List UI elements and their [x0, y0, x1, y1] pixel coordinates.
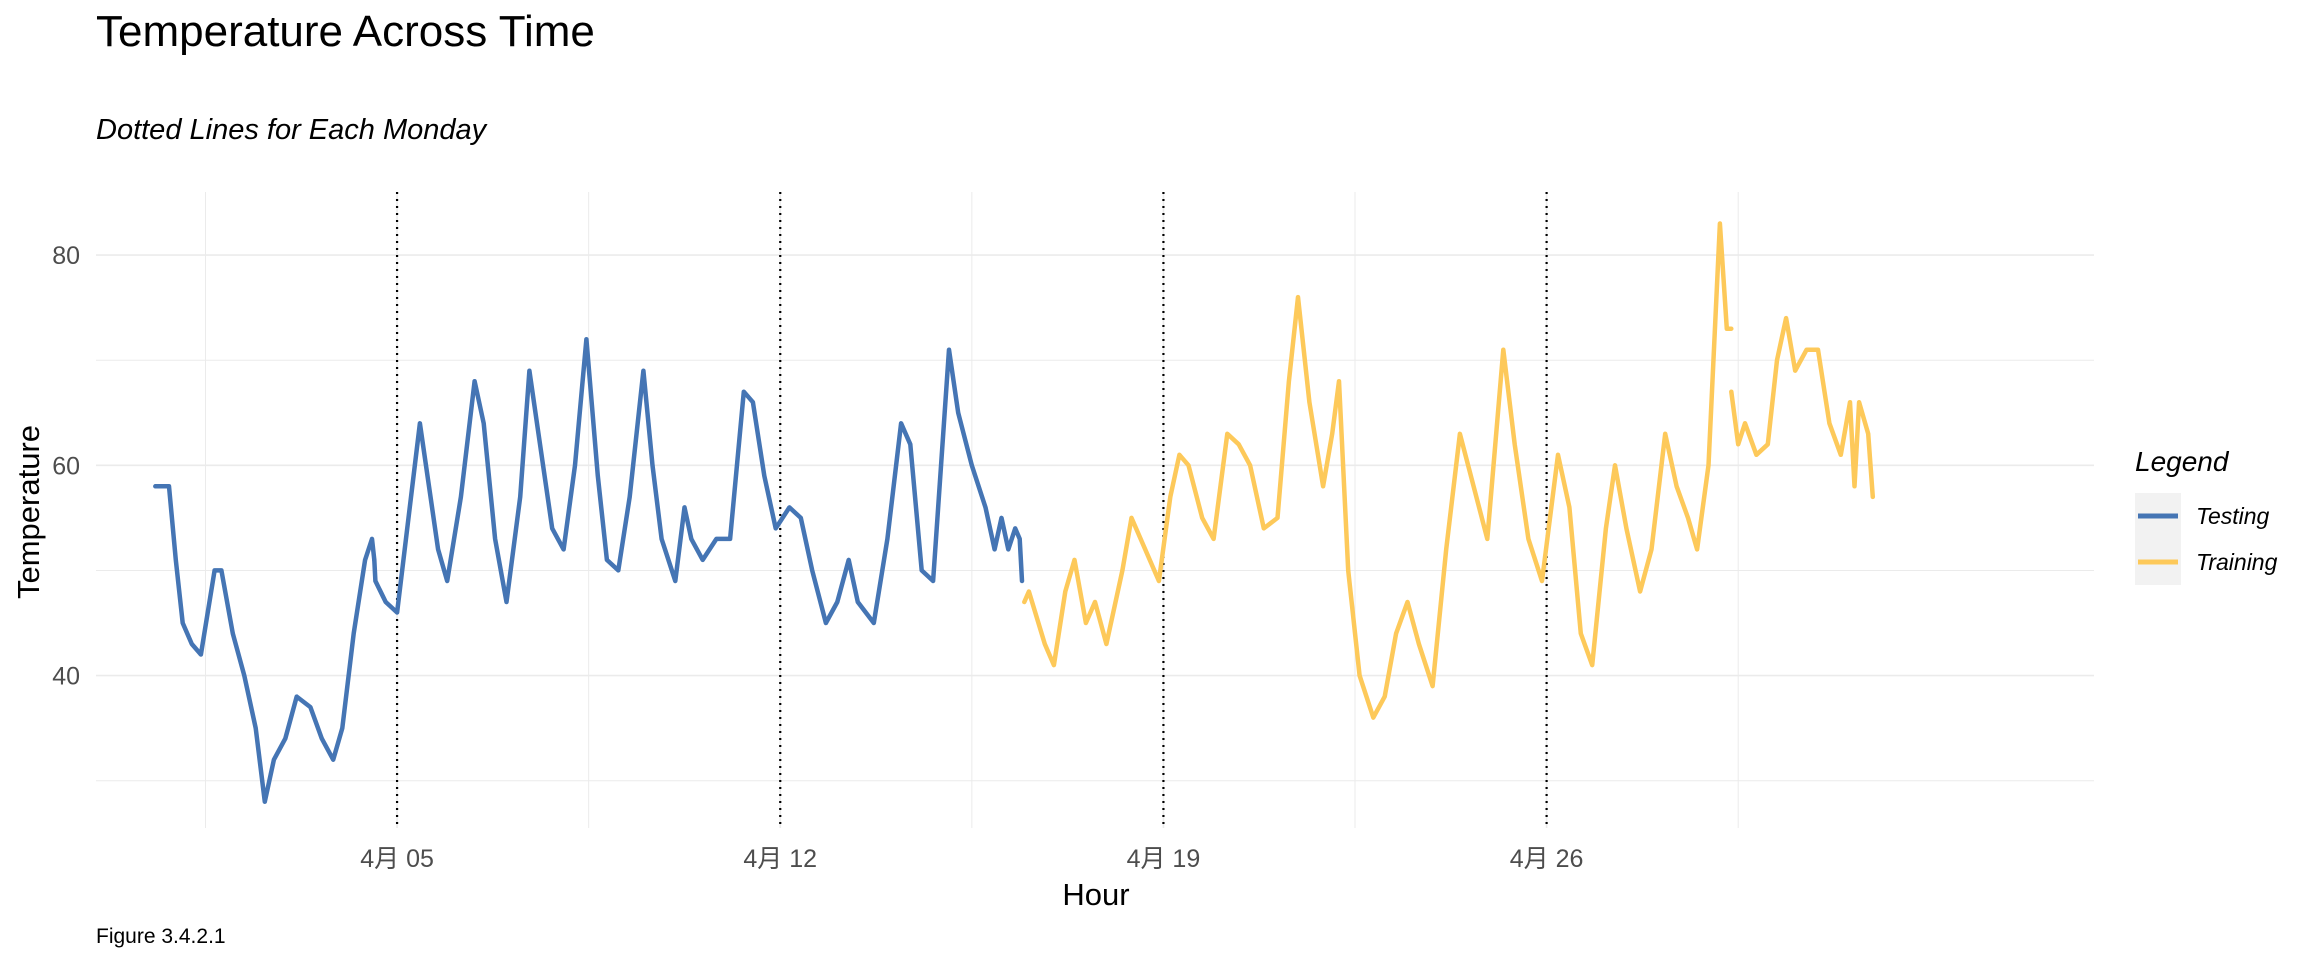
figure-caption: Figure 3.4.2.1 — [96, 925, 226, 948]
y-tick-label: 60 — [52, 452, 80, 480]
x-tick-label: 4月 19 — [1127, 845, 1201, 873]
y-axis-title: Temperature — [11, 425, 46, 599]
y-tick-label: 80 — [52, 242, 80, 270]
series-line-testing — [153, 484, 377, 804]
major-gridlines — [96, 192, 2094, 828]
x-tick-label: 4月 12 — [743, 845, 817, 873]
x-axis-title: Hour — [1062, 877, 1129, 912]
x-tick-labels: 4月 05 4月 12 4月 19 4月 26 — [360, 845, 1583, 873]
legend-label-testing: Testing — [2196, 503, 2270, 529]
series-line-training — [1022, 221, 1734, 720]
series-line-training — [1729, 315, 1876, 500]
legend-label-training: Training — [2196, 549, 2278, 575]
chart-title: Temperature Across Time — [96, 7, 595, 56]
minor-gridlines — [96, 192, 2094, 828]
legend-title: Legend — [2135, 446, 2230, 477]
x-tick-label: 4月 05 — [360, 845, 434, 873]
legend: Legend Testing Training — [2135, 446, 2278, 585]
chart-subtitle: Dotted Lines for Each Monday — [96, 114, 488, 146]
series-line-testing — [372, 336, 1025, 626]
series-lines — [153, 221, 1876, 804]
x-tick-label: 4月 26 — [1510, 845, 1584, 873]
monday-dotted-lines — [395, 192, 1548, 828]
y-tick-label: 40 — [52, 663, 80, 691]
y-tick-labels: 40 60 80 — [52, 242, 80, 690]
